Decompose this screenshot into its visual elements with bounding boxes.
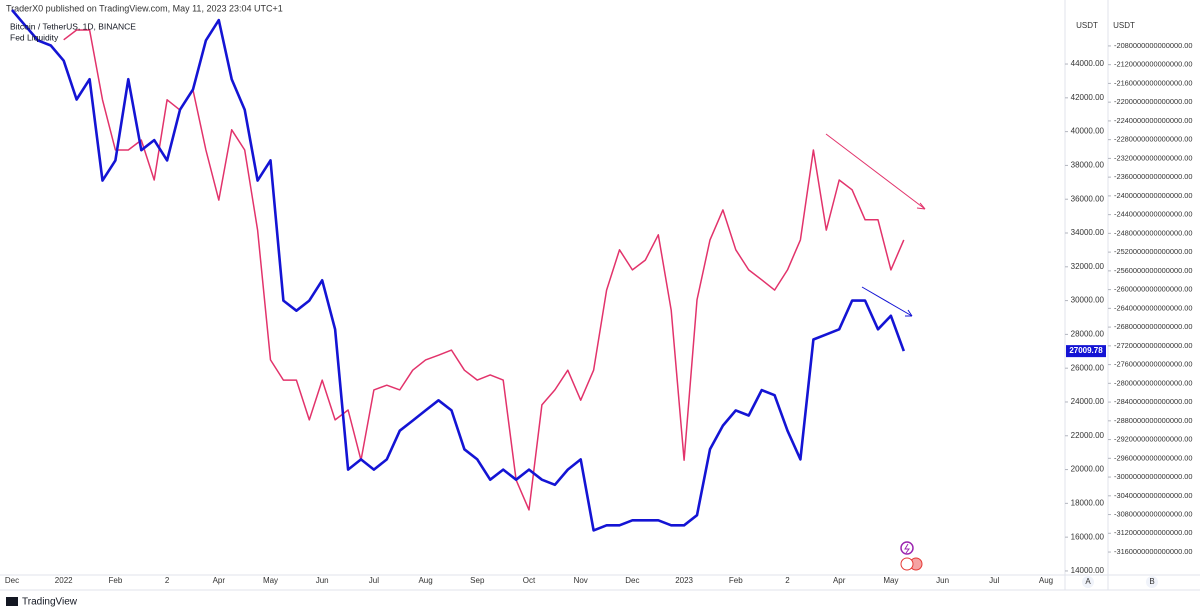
x-tick-label: Apr <box>213 576 226 585</box>
x-tick-label: May <box>263 576 278 585</box>
y-tick-label: 34000.00 <box>1071 228 1105 237</box>
last-price-label: 27009.78 <box>1069 346 1103 355</box>
x-tick-label: Jun <box>936 576 949 585</box>
y-tick-label: 40000.00 <box>1071 127 1105 136</box>
y-tick-label: 26000.00 <box>1071 363 1105 372</box>
y-tick-label: 22000.00 <box>1071 431 1105 440</box>
series-line <box>63 29 905 511</box>
legend-entry: Fed Liquidity <box>10 32 59 42</box>
x-tick-label: Sep <box>470 576 485 585</box>
y2-tick-label: -2240000000000000.00 <box>1114 116 1193 125</box>
x-tick-label: Oct <box>523 576 536 585</box>
x-tick-label: 2022 <box>55 576 73 585</box>
y2-tick-label: -2720000000000000.00 <box>1114 341 1193 350</box>
y2-tick-label: -2080000000000000.00 <box>1114 41 1193 50</box>
y2-tick-label: -3160000000000000.00 <box>1114 547 1193 556</box>
y2-tick-label: -2960000000000000.00 <box>1114 453 1193 462</box>
y2-tick-label: -3040000000000000.00 <box>1114 491 1193 500</box>
event-icon[interactable] <box>900 557 914 571</box>
y-tick-label: 14000.00 <box>1071 566 1105 575</box>
y-tick-label: 28000.00 <box>1071 329 1105 338</box>
legend-entry: Bitcoin / TetherUS, 1D, BINANCE <box>10 21 136 31</box>
y2-tick-label: -2480000000000000.00 <box>1114 228 1193 237</box>
x-tick-label: Aug <box>418 576 432 585</box>
x-tick-label: Jul <box>369 576 379 585</box>
y2-tick-label: -2320000000000000.00 <box>1114 153 1193 162</box>
y-tick-label: 16000.00 <box>1071 532 1105 541</box>
y2-tick-label: -2640000000000000.00 <box>1114 303 1193 312</box>
x-tick-label: May <box>883 576 898 585</box>
y2-tick-label: -2880000000000000.00 <box>1114 416 1193 425</box>
event-icon-glyph <box>904 543 910 554</box>
x-tick-label: Jul <box>989 576 999 585</box>
publisher-line: TraderX0 published on TradingView.com, M… <box>6 3 283 13</box>
y2-tick-label: -2200000000000000.00 <box>1114 97 1193 106</box>
x-tick-label: 2 <box>785 576 790 585</box>
y2-tick-label: -2440000000000000.00 <box>1114 210 1193 219</box>
y2-tick-label: -3000000000000000.00 <box>1114 472 1193 481</box>
y2-tick-label: -2280000000000000.00 <box>1114 135 1193 144</box>
y-tick-label: 44000.00 <box>1071 59 1105 68</box>
axis-button[interactable] <box>1082 576 1094 588</box>
axis-button-label: B <box>1149 577 1154 586</box>
x-tick-label: Feb <box>729 576 743 585</box>
y2-tick-label: -2360000000000000.00 <box>1114 172 1193 181</box>
y2-tick-label: -2120000000000000.00 <box>1114 60 1193 69</box>
x-tick-label: Feb <box>109 576 123 585</box>
y-axis-label: USDT <box>1076 21 1098 30</box>
x-tick-label: Jun <box>316 576 329 585</box>
x-tick-label: 2023 <box>675 576 693 585</box>
y2-tick-label: -2840000000000000.00 <box>1114 397 1193 406</box>
logo <box>6 597 18 606</box>
arrow-head <box>905 309 913 317</box>
x-tick-label: Dec <box>5 576 19 585</box>
y-tick-label: 30000.00 <box>1071 296 1105 305</box>
y-tick-label: 20000.00 <box>1071 465 1105 474</box>
y-tick-label: 42000.00 <box>1071 93 1105 102</box>
last-price-box <box>1066 345 1106 358</box>
arrow-head <box>916 202 926 210</box>
y2-tick-label: -2920000000000000.00 <box>1114 435 1193 444</box>
footer-brand: TradingView <box>22 597 78 608</box>
x-tick-label: Apr <box>833 576 846 585</box>
y2-tick-label: -3080000000000000.00 <box>1114 510 1193 519</box>
event-icon[interactable] <box>900 541 914 555</box>
axis-button-label: A <box>1085 577 1091 586</box>
y2-tick-label: -2800000000000000.00 <box>1114 378 1193 387</box>
trend-line <box>825 133 926 210</box>
x-tick-label: Aug <box>1039 576 1053 585</box>
y2-tick-label: -2680000000000000.00 <box>1114 322 1193 331</box>
y-tick-label: 18000.00 <box>1071 498 1105 507</box>
y-tick-label: 36000.00 <box>1071 194 1105 203</box>
y2-tick-label: -3120000000000000.00 <box>1114 528 1193 537</box>
y2-tick-label: -2160000000000000.00 <box>1114 78 1193 87</box>
x-tick-label: Nov <box>574 576 588 585</box>
y-tick-label: 32000.00 <box>1071 262 1105 271</box>
y2-tick-label: -2400000000000000.00 <box>1114 191 1193 200</box>
y2-tick-label: -2560000000000000.00 <box>1114 266 1193 275</box>
series-line <box>11 9 906 532</box>
y-tick-label: 38000.00 <box>1071 161 1105 170</box>
y2-tick-label: -2520000000000000.00 <box>1114 247 1193 256</box>
x-tick-label: 2 <box>165 576 170 585</box>
axis-button[interactable] <box>1146 576 1158 588</box>
y-tick-label: 24000.00 <box>1071 397 1105 406</box>
trend-line <box>861 286 913 317</box>
y2-tick-label: -2760000000000000.00 <box>1114 360 1193 369</box>
x-tick-label: Dec <box>625 576 639 585</box>
y2-tick-label: -2600000000000000.00 <box>1114 285 1193 294</box>
y2-axis-label: USDT <box>1113 21 1135 30</box>
